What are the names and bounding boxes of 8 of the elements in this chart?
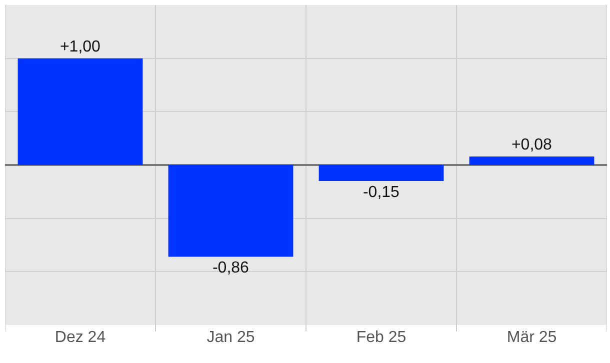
x-tick-label: Dez 24	[54, 329, 106, 346]
data-label: -0,15	[362, 184, 400, 201]
data-label: +1,00	[60, 38, 101, 56]
data-label: -0,86	[212, 260, 250, 277]
x-tick-label: Jan 25	[206, 329, 255, 346]
x-tick-label: Mär 25	[506, 329, 557, 346]
x-tick-label: Feb 25	[356, 329, 406, 346]
data-label: +0,08	[511, 136, 552, 154]
